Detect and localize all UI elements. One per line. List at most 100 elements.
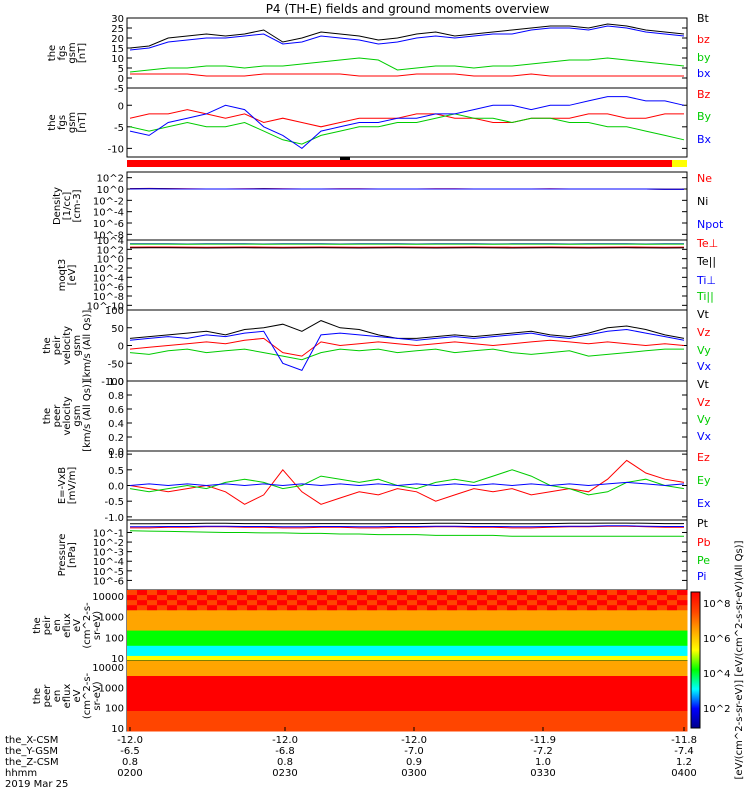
heatmap-cell xyxy=(447,635,458,642)
heatmap-cell xyxy=(187,595,198,601)
heatmap-cell xyxy=(287,681,298,687)
colorbar-tick-label: 10^8 xyxy=(703,599,730,610)
heatmap-cell xyxy=(677,671,688,677)
heatmap-cell xyxy=(377,701,388,707)
heatmap-cell xyxy=(567,701,578,707)
series-line-bt xyxy=(129,23,685,49)
heatmap-cell xyxy=(667,600,678,606)
heatmap-cell xyxy=(497,701,508,707)
heatmap-cell xyxy=(307,595,318,601)
heatmap-cell xyxy=(287,701,298,707)
heatmap-cell xyxy=(397,645,408,652)
heatmap-cell xyxy=(267,590,278,596)
heatmap-cell xyxy=(447,691,458,697)
heatmap-cell xyxy=(167,600,178,606)
heatmap-cell xyxy=(237,650,248,657)
heatmap-cell xyxy=(197,711,208,717)
heatmap-cell xyxy=(647,635,658,642)
ylabel-text: fgs xyxy=(57,45,68,60)
heatmap-cell xyxy=(247,625,258,632)
heatmap-cell xyxy=(417,645,428,652)
heatmap-cell xyxy=(527,701,538,707)
heatmap-cell xyxy=(417,661,428,667)
heatmap-cell xyxy=(467,706,478,712)
heatmap-cell xyxy=(547,666,558,672)
heatmap-cell xyxy=(297,650,308,657)
heatmap-cell xyxy=(497,590,508,596)
heatmap-cell xyxy=(137,630,148,637)
ylabel-text: [nPa] xyxy=(67,542,78,568)
heatmap-cell xyxy=(237,661,248,667)
heatmap-cell xyxy=(377,655,388,662)
heatmap-cell xyxy=(597,630,608,637)
heatmap-cell xyxy=(347,630,358,637)
heatmap-cell xyxy=(527,655,538,662)
heatmap-cell xyxy=(587,711,598,717)
heatmap-cell xyxy=(207,600,218,606)
heatmap-cell xyxy=(637,610,648,616)
ytick-label: 10^-6 xyxy=(93,576,124,587)
heatmap-cell xyxy=(147,620,158,626)
heatmap-cell xyxy=(237,645,248,652)
heatmap-cell xyxy=(667,711,678,717)
heatmap-cell xyxy=(487,635,498,642)
heatmap-cell xyxy=(277,610,288,616)
ytick-label: 10 xyxy=(111,54,124,65)
heatmap-cell xyxy=(387,615,398,621)
heatmap-cell xyxy=(237,605,248,611)
heatmap-cell xyxy=(147,615,158,621)
heatmap-cell xyxy=(187,650,198,657)
heatmap-cell xyxy=(137,726,148,732)
ytick-label: 0.2 xyxy=(108,433,124,444)
heatmap-cell xyxy=(277,620,288,626)
heatmap-cell xyxy=(207,691,218,697)
heatmap-cell xyxy=(217,721,228,727)
ylabel-text: [cm-3] xyxy=(72,189,83,222)
heatmap-cell xyxy=(557,661,568,667)
heatmap-cell xyxy=(327,635,338,642)
heatmap-cell xyxy=(437,726,448,732)
ylabel-text: gsm xyxy=(72,405,83,426)
heatmap-cell xyxy=(477,686,488,692)
heatmap-cell xyxy=(557,676,568,682)
heatmap-cell xyxy=(207,701,218,707)
heatmap-cell xyxy=(337,661,348,667)
heatmap-cell xyxy=(597,615,608,621)
heatmap-cell xyxy=(167,681,178,687)
heatmap-cell xyxy=(577,721,588,727)
heatmap-cell xyxy=(247,706,258,712)
ytick-label: 10^2 xyxy=(97,245,124,256)
heatmap-cell xyxy=(507,650,518,657)
heatmap-cell xyxy=(377,625,388,632)
heatmap-cell xyxy=(537,726,548,732)
heatmap-cell xyxy=(507,625,518,632)
heatmap-cell xyxy=(247,671,258,677)
heatmap-cell xyxy=(197,691,208,697)
heatmap-cell xyxy=(527,595,538,601)
heatmap-cell xyxy=(597,691,608,697)
heatmap-cell xyxy=(297,655,308,662)
heatmap-cell xyxy=(297,706,308,712)
heatmap-cell xyxy=(637,716,648,722)
heatmap-cell xyxy=(667,691,678,697)
heatmap-cell xyxy=(407,671,418,677)
heatmap-cell xyxy=(597,595,608,601)
heatmap-cell xyxy=(577,645,588,652)
heatmap-cell xyxy=(327,681,338,687)
heatmap-cell xyxy=(357,681,368,687)
heatmap-cell xyxy=(537,671,548,677)
heatmap-cell xyxy=(617,691,628,697)
heatmap-cell xyxy=(407,640,418,647)
heatmap-cell xyxy=(177,640,188,647)
heatmap-cell xyxy=(387,666,398,672)
heatmap-cell xyxy=(427,625,438,632)
heatmap-cell xyxy=(127,635,138,642)
heatmap-cell xyxy=(637,701,648,707)
heatmap-cell xyxy=(497,650,508,657)
heatmap-cell xyxy=(377,615,388,621)
heatmap-cell xyxy=(527,721,538,727)
legend-label: Ez xyxy=(697,451,710,464)
heatmap-cell xyxy=(647,610,658,616)
heatmap-cell xyxy=(307,711,318,717)
heatmap-cell xyxy=(587,625,598,632)
